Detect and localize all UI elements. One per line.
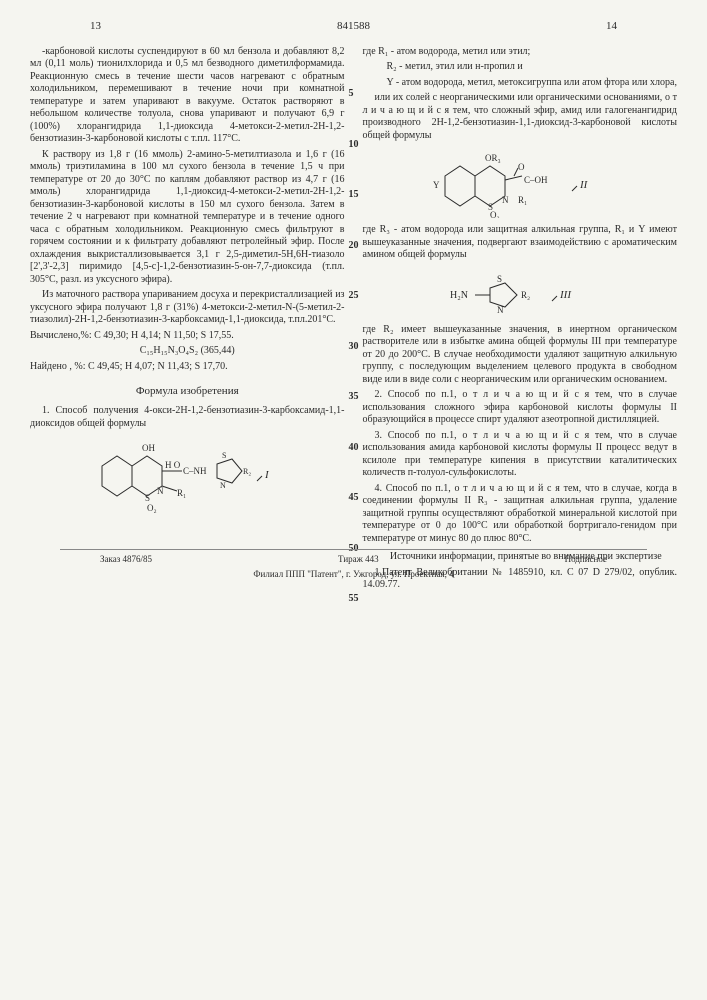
where-y: Y - атом водорода, метил, метоксигруппа … xyxy=(387,77,678,90)
svg-text:III: III xyxy=(559,289,572,301)
svg-text:R₁: R₁ xyxy=(518,195,527,205)
ln-55: 55 xyxy=(349,593,359,606)
left-column: -карбоновой кислоты суспендируют в 60 мл… xyxy=(30,46,345,595)
svg-text:N: N xyxy=(157,486,164,496)
svg-text:OR₃: OR₃ xyxy=(485,153,501,163)
ln-15: 15 xyxy=(349,189,359,202)
svg-text:R₂: R₂ xyxy=(243,467,251,476)
svg-text:C–OH: C–OH xyxy=(524,175,548,185)
svg-text:N: N xyxy=(497,305,504,315)
where-r2b: где R₂ имеет вышеуказанные значения, в и… xyxy=(363,324,678,387)
ln-10: 10 xyxy=(349,139,359,152)
page-num-right: 14 xyxy=(606,20,617,34)
ln-45: 45 xyxy=(349,492,359,505)
svg-text:N: N xyxy=(502,195,509,205)
claim-1: 1. Способ получения 4-окси-2Н-1,2-бензот… xyxy=(30,405,345,430)
ln-40: 40 xyxy=(349,442,359,455)
ln-25: 25 xyxy=(349,290,359,303)
structure-1: OH H O C–NH S N O₂ R₁ S R₂ N I xyxy=(87,436,287,516)
tirazh: Тираж 443 xyxy=(338,554,379,565)
page-footer: Заказ 4876/85 Тираж 443 Подписное Филиал… xyxy=(60,549,647,580)
svg-text:II: II xyxy=(579,179,589,191)
para-1: -карбоновой кислоты суспендируют в 60 мл… xyxy=(30,46,345,146)
para-3: Из маточного раствора упариванием досуха… xyxy=(30,289,345,327)
svg-text:OH: OH xyxy=(142,443,155,453)
where-r1: где R₁ - атом водорода, метил или этил; xyxy=(363,46,678,59)
page-header: 13 841588 14 xyxy=(30,20,677,34)
svg-text:Y: Y xyxy=(433,180,440,190)
branch-info: Филиал ППП "Патент", г. Ужгород, ул. Про… xyxy=(60,569,647,580)
svg-text:R₁: R₁ xyxy=(177,488,186,498)
svg-text:S: S xyxy=(145,493,150,503)
claim-3: 3. Способ по п.1, о т л и ч а ю щ и й с … xyxy=(363,430,678,480)
ln-5: 5 xyxy=(349,88,359,101)
svg-text:R₂: R₂ xyxy=(521,290,530,300)
page-num-left: 13 xyxy=(90,20,101,34)
where-r2: R₂ - метил, этил или н-пропил и xyxy=(387,61,678,74)
svg-text:H O: H O xyxy=(165,460,181,470)
ln-30: 30 xyxy=(349,341,359,354)
svg-text:N: N xyxy=(220,481,226,490)
para-2: К раствору из 1,8 г (16 ммоль) 2-амино-5… xyxy=(30,149,345,287)
structure-2: OR₃ Y O C–OH S N R₁ O₂ II xyxy=(430,148,610,218)
claim-4: 4. Способ по п.1, о т л и ч а ю щ и й с … xyxy=(363,483,678,546)
patent-number: 841588 xyxy=(337,20,370,34)
calc-line: Вычислено,%: С 49,30; Н 4,14; N 11,50; S… xyxy=(30,330,345,343)
where-r3: где R₃ - атом водорода или защитная алки… xyxy=(363,224,678,262)
right-column: где R₁ - атом водорода, метил или этил; … xyxy=(363,46,678,595)
para-salts: или их солей с неорганическими или орган… xyxy=(363,92,678,142)
ln-20: 20 xyxy=(349,240,359,253)
svg-text:I: I xyxy=(264,469,270,481)
mol-formula: C₁₅H₁₅N₃O₄S₂ (365,44) xyxy=(30,345,345,358)
svg-text:H₂N: H₂N xyxy=(450,290,468,301)
svg-text:O₂: O₂ xyxy=(147,503,157,513)
found-line: Найдено , %: С 49,45; Н 4,07; N 11,43; S… xyxy=(30,361,345,374)
sign: Подписное xyxy=(565,554,607,565)
svg-text:S: S xyxy=(497,274,502,284)
footer-meta: Заказ 4876/85 Тираж 443 Подписное xyxy=(60,554,647,565)
order-num: Заказ 4876/85 xyxy=(100,554,152,565)
formula-heading: Формула изобретения xyxy=(30,385,345,399)
line-numbers: 5 10 15 20 25 30 35 40 45 50 55 xyxy=(349,70,359,606)
patent-page: 13 841588 14 -карбоновой кислоты суспенд… xyxy=(30,20,677,595)
svg-text:C–NH: C–NH xyxy=(183,466,207,476)
structure-3: H₂N S N R₂ III xyxy=(445,268,595,318)
svg-text:O₂: O₂ xyxy=(490,210,500,218)
svg-text:S: S xyxy=(222,451,226,460)
ln-35: 35 xyxy=(349,391,359,404)
claim-2: 2. Способ по п.1, о т л и ч а ю щ и й с … xyxy=(363,389,678,427)
svg-text:O: O xyxy=(518,162,525,172)
